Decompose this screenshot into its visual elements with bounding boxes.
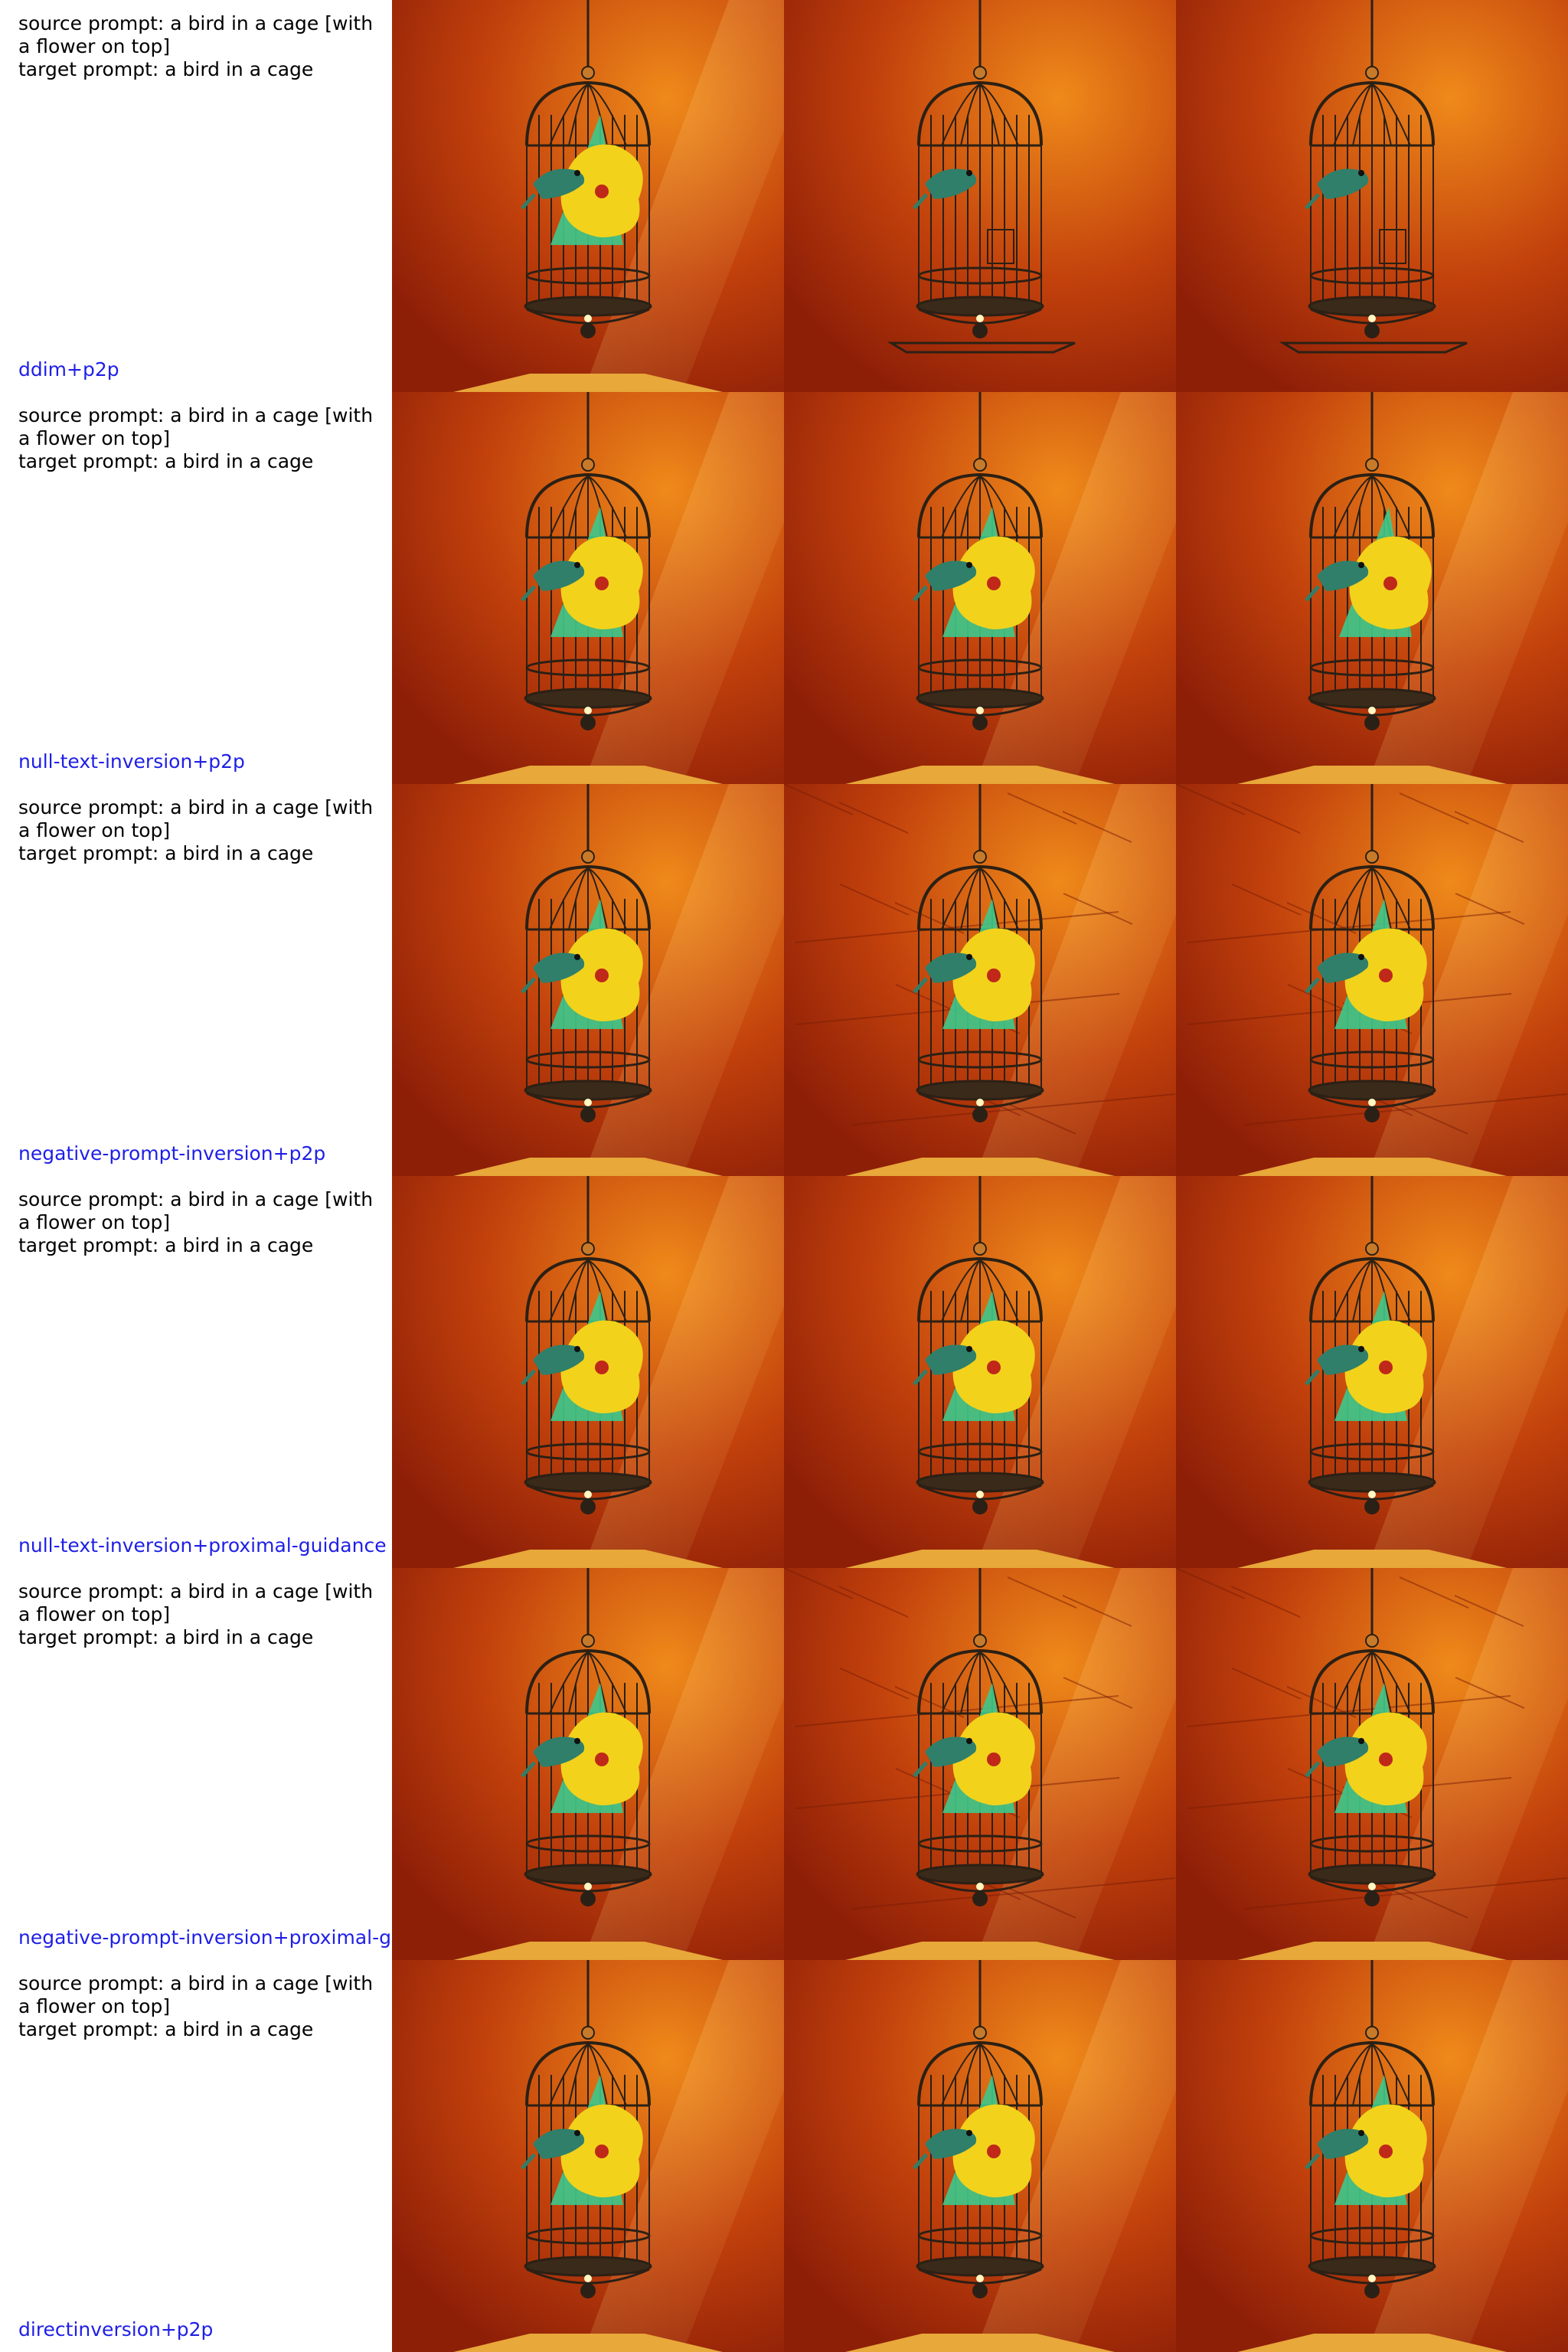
edited-image [1176, 0, 1568, 392]
comparison-row: source prompt: a bird in a cage [with a … [0, 0, 1568, 392]
reconstructed-image [784, 1568, 1176, 1960]
comparison-row: source prompt: a bird in a cage [with a … [0, 392, 1568, 784]
birdcage-illustration [1176, 0, 1568, 392]
source-prompt: source prompt: a bird in a cage [with a … [18, 1580, 380, 1625]
edited-image [1176, 1176, 1568, 1568]
birdcage-illustration [784, 1568, 1176, 1960]
source-prompt: source prompt: a bird in a cage [with a … [18, 1188, 380, 1233]
row-label-panel: source prompt: a bird in a cage [with a … [0, 392, 392, 784]
method-label: negative-prompt-inversion+proximal-g [18, 1926, 391, 1949]
source-image [392, 784, 784, 1176]
birdcage-illustration [392, 1568, 784, 1960]
method-label: ddim+p2p [18, 358, 119, 381]
prompt-text: source prompt: a bird in a cage [with a … [18, 1188, 378, 1257]
source-prompt: source prompt: a bird in a cage [with a … [18, 12, 380, 57]
edited-image [1176, 1568, 1568, 1960]
edited-image [1176, 1960, 1568, 2352]
birdcage-illustration [392, 1176, 784, 1568]
reconstructed-image [784, 784, 1176, 1176]
target-prompt: target prompt: a bird in a cage [18, 2018, 314, 2040]
row-label-panel: source prompt: a bird in a cage [with a … [0, 0, 392, 392]
method-label: null-text-inversion+p2p [18, 750, 245, 773]
birdcage-illustration [1176, 784, 1568, 1176]
comparison-row: source prompt: a bird in a cage [with a … [0, 1568, 1568, 1960]
source-image [392, 0, 784, 392]
birdcage-illustration [784, 1176, 1176, 1568]
birdcage-illustration [784, 392, 1176, 784]
comparison-row: source prompt: a bird in a cage [with a … [0, 1176, 1568, 1568]
method-label: directinversion+p2p [18, 2318, 214, 2341]
row-label-panel: source prompt: a bird in a cage [with a … [0, 1568, 392, 1960]
prompt-text: source prompt: a bird in a cage [with a … [18, 404, 378, 473]
method-label: negative-prompt-inversion+p2p [18, 1142, 326, 1165]
birdcage-illustration [784, 0, 1176, 392]
source-image [392, 392, 784, 784]
comparison-row: source prompt: a bird in a cage [with a … [0, 784, 1568, 1176]
comparison-row: source prompt: a bird in a cage [with a … [0, 1960, 1568, 2352]
row-label-panel: source prompt: a bird in a cage [with a … [0, 784, 392, 1176]
prompt-text: source prompt: a bird in a cage [with a … [18, 1580, 378, 1649]
source-prompt: source prompt: a bird in a cage [with a … [18, 796, 380, 841]
birdcage-illustration [392, 392, 784, 784]
row-label-panel: source prompt: a bird in a cage [with a … [0, 1960, 392, 2352]
target-prompt: target prompt: a bird in a cage [18, 842, 314, 864]
edited-image [1176, 392, 1568, 784]
reconstructed-image [784, 1176, 1176, 1568]
birdcage-illustration [392, 0, 784, 392]
source-image [392, 1176, 784, 1568]
source-image [392, 1960, 784, 2352]
target-prompt: target prompt: a bird in a cage [18, 450, 314, 472]
birdcage-illustration [784, 1960, 1176, 2352]
prompt-text: source prompt: a bird in a cage [with a … [18, 12, 378, 81]
reconstructed-image [784, 1960, 1176, 2352]
reconstructed-image [784, 0, 1176, 392]
prompt-text: source prompt: a bird in a cage [with a … [18, 796, 378, 865]
birdcage-illustration [784, 784, 1176, 1176]
birdcage-illustration [1176, 1960, 1568, 2352]
edited-image [1176, 784, 1568, 1176]
prompt-text: source prompt: a bird in a cage [with a … [18, 1972, 378, 2041]
target-prompt: target prompt: a bird in a cage [18, 1626, 314, 1648]
target-prompt: target prompt: a bird in a cage [18, 58, 314, 80]
birdcage-illustration [1176, 392, 1568, 784]
source-image [392, 1568, 784, 1960]
birdcage-illustration [392, 1960, 784, 2352]
birdcage-illustration [392, 784, 784, 1176]
row-label-panel: source prompt: a bird in a cage [with a … [0, 1176, 392, 1568]
reconstructed-image [784, 392, 1176, 784]
source-prompt: source prompt: a bird in a cage [with a … [18, 1972, 380, 2017]
source-prompt: source prompt: a bird in a cage [with a … [18, 404, 380, 449]
method-label: null-text-inversion+proximal-guidance [18, 1534, 387, 1557]
target-prompt: target prompt: a bird in a cage [18, 1234, 314, 1256]
birdcage-illustration [1176, 1568, 1568, 1960]
birdcage-illustration [1176, 1176, 1568, 1568]
